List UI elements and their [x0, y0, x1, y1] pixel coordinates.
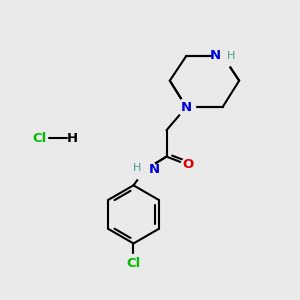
Text: H: H — [226, 51, 235, 61]
Text: N: N — [210, 50, 221, 62]
Text: N: N — [148, 163, 160, 176]
Text: Cl: Cl — [126, 257, 141, 270]
Text: Cl: Cl — [32, 132, 46, 145]
Text: N: N — [181, 100, 192, 114]
Text: O: O — [182, 158, 194, 171]
Text: H: H — [67, 132, 78, 145]
Text: H: H — [133, 163, 141, 173]
